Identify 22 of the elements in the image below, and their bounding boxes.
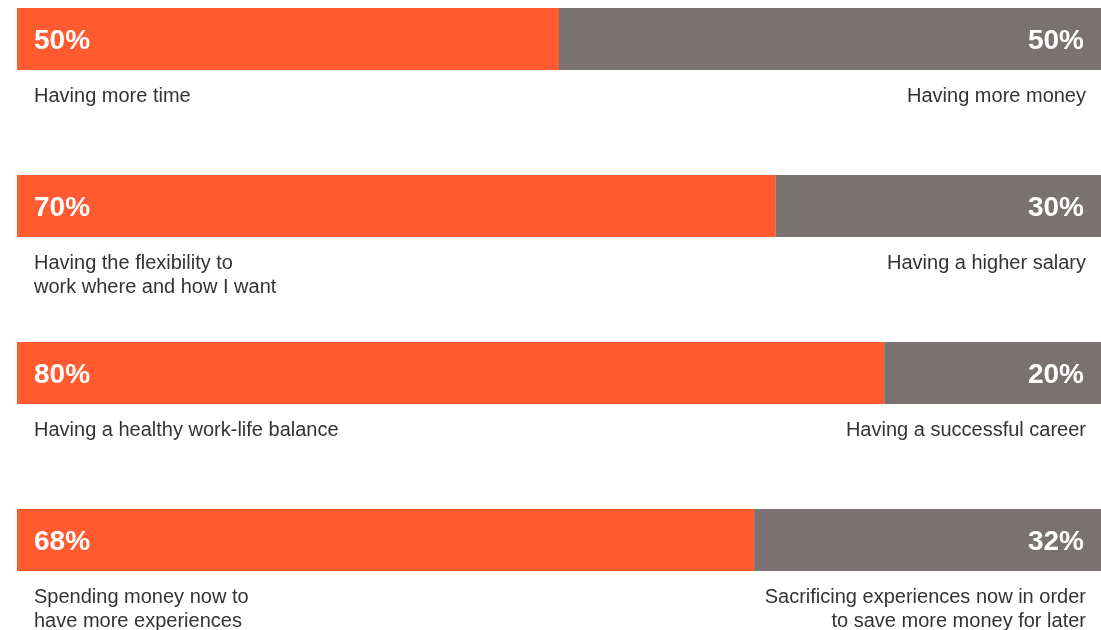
data-label: 50% bbox=[1027, 24, 1085, 55]
data-label: 50% bbox=[34, 24, 91, 55]
data-label: 32% bbox=[1027, 525, 1085, 556]
y-tick-label: Having more time bbox=[34, 84, 191, 106]
bar bbox=[17, 175, 776, 237]
annotation: Having a higher salary bbox=[887, 251, 1086, 273]
data-label: 20% bbox=[1027, 358, 1085, 389]
bar bbox=[559, 8, 1101, 70]
y-tick-label: Having the flexibility to work where and how I want bbox=[33, 251, 277, 297]
data-label: 30% bbox=[1027, 191, 1085, 222]
data-label: 70% bbox=[34, 191, 91, 222]
annotation: Having more money bbox=[907, 84, 1086, 106]
bar bbox=[884, 342, 1101, 404]
bar bbox=[17, 8, 559, 70]
data-label: 68% bbox=[34, 525, 91, 556]
data-label: 80% bbox=[34, 358, 91, 389]
bar bbox=[754, 509, 1101, 571]
bar bbox=[775, 175, 1101, 237]
annotation: Having a successful career bbox=[845, 418, 1087, 440]
y-tick-label: Having a healthy work-life balance bbox=[34, 418, 339, 440]
bar bbox=[17, 342, 885, 404]
bar bbox=[17, 509, 755, 571]
